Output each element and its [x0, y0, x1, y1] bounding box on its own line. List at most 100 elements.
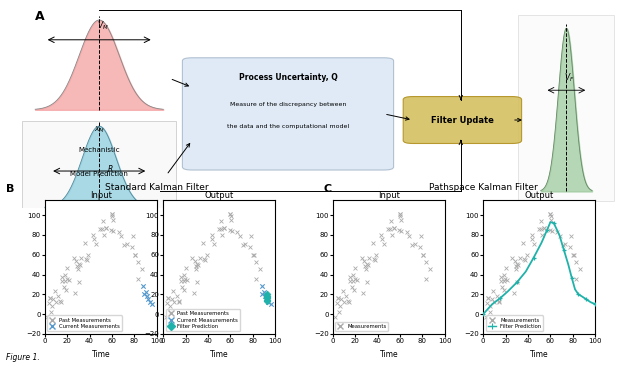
Point — [252, 276, 262, 282]
Point — [522, 252, 532, 258]
Text: $x_F$: $x_F$ — [561, 204, 572, 214]
Point — [165, 303, 175, 309]
Legend: Past Measurements, Current Measurements, Filter Prediction: Past Measurements, Current Measurements,… — [166, 309, 241, 331]
Point — [262, 294, 273, 300]
Point — [45, 295, 55, 301]
Point — [566, 233, 576, 239]
Point — [49, 288, 60, 294]
Point — [216, 218, 227, 224]
Point — [539, 226, 549, 232]
Point — [358, 290, 368, 296]
Point — [199, 256, 209, 262]
Point — [511, 266, 521, 272]
Point — [141, 289, 151, 295]
Point — [341, 293, 351, 299]
Point — [421, 276, 431, 282]
Point — [70, 290, 80, 296]
Point — [99, 232, 109, 238]
Point — [227, 228, 237, 234]
Point — [500, 276, 510, 282]
Point — [545, 211, 556, 217]
Point — [420, 259, 431, 265]
Point — [418, 252, 428, 258]
Point — [529, 242, 540, 247]
Point — [56, 299, 66, 305]
Text: $V_M$: $V_M$ — [97, 19, 108, 32]
Point — [261, 296, 271, 302]
Point — [248, 252, 258, 257]
Point — [141, 293, 152, 299]
Point — [169, 299, 179, 305]
Point — [484, 309, 495, 315]
Point — [179, 287, 189, 293]
Point — [248, 252, 259, 258]
Point — [394, 227, 404, 233]
Point — [389, 226, 399, 232]
Point — [515, 255, 525, 261]
Point — [192, 261, 202, 267]
Point — [177, 284, 188, 290]
Point — [518, 240, 528, 246]
Point — [402, 229, 412, 235]
Point — [108, 228, 118, 234]
Legend: Measurements: Measurements — [335, 322, 388, 331]
Point — [546, 217, 556, 223]
Point — [108, 217, 118, 223]
Point — [257, 283, 267, 289]
Point — [107, 211, 117, 217]
Point — [130, 252, 140, 258]
Point — [509, 258, 520, 264]
Point — [225, 213, 236, 219]
Point — [547, 228, 557, 234]
Text: Data: Data — [91, 244, 108, 250]
Point — [127, 244, 137, 250]
Point — [513, 262, 524, 268]
Point — [404, 233, 415, 239]
Point — [119, 242, 129, 248]
Point — [339, 299, 349, 305]
Point — [207, 233, 217, 239]
Point — [57, 273, 67, 279]
Point — [565, 244, 575, 250]
Point — [494, 299, 504, 305]
Point — [74, 261, 84, 267]
Point — [216, 226, 226, 232]
Point — [60, 273, 70, 279]
Point — [262, 291, 273, 297]
Point — [164, 309, 175, 315]
Point — [259, 289, 269, 295]
Point — [507, 255, 517, 261]
Text: $R$: $R$ — [107, 164, 113, 174]
Point — [332, 300, 342, 306]
Point — [168, 288, 178, 294]
Point — [100, 226, 111, 232]
Point — [237, 242, 248, 248]
Point — [395, 213, 405, 219]
Point — [396, 217, 406, 223]
Point — [502, 277, 512, 283]
Text: Filter: Filter — [557, 228, 575, 234]
Point — [262, 295, 273, 301]
Point — [189, 258, 200, 264]
Point — [545, 227, 555, 233]
Point — [147, 301, 157, 307]
Point — [560, 241, 570, 247]
Point — [363, 262, 373, 268]
Point — [59, 284, 69, 290]
Point — [225, 227, 235, 233]
Point — [79, 240, 90, 246]
Text: Figure 1.: Figure 1. — [6, 353, 40, 362]
Point — [483, 295, 493, 301]
Title: Input: Input — [90, 191, 112, 200]
Point — [552, 229, 563, 235]
Point — [335, 303, 345, 309]
Point — [360, 266, 371, 272]
Text: Measure of the discrepancy between: Measure of the discrepancy between — [230, 102, 346, 106]
Point — [527, 233, 537, 239]
Point — [376, 233, 387, 239]
Point — [336, 296, 346, 302]
Point — [106, 227, 116, 233]
Point — [537, 232, 547, 238]
Text: Prediction: Prediction — [549, 251, 584, 257]
Point — [195, 255, 205, 261]
